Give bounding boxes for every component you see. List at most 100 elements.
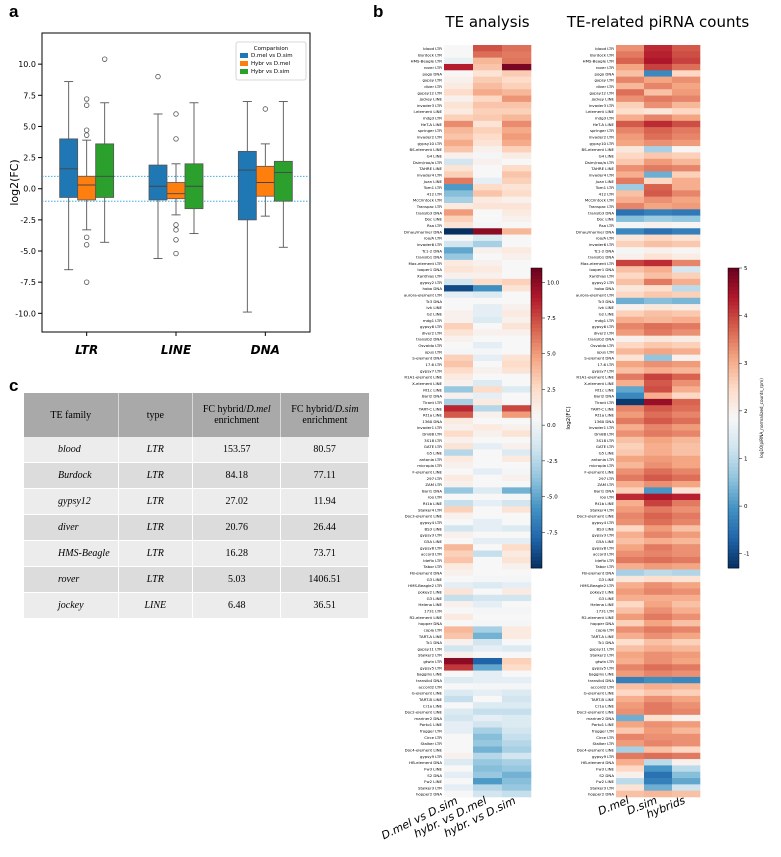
heatmap-cell	[616, 443, 645, 450]
row-label: G3 LINE	[599, 596, 615, 601]
row-label: 3S18 LTR	[424, 438, 442, 443]
row-label: opus LTR	[425, 349, 443, 354]
heatmap-cell	[644, 721, 673, 728]
heatmap-cell	[644, 765, 673, 773]
colorbar-segment	[728, 301, 739, 306]
heatmap-cell	[616, 95, 645, 103]
heatmap-cell	[616, 278, 645, 286]
row-label: G5A LINE	[424, 539, 443, 544]
table-row: Burdock LTR 84.18 77.11	[24, 462, 369, 489]
heatmap-cell	[444, 120, 474, 128]
colorbar-segment	[531, 298, 542, 303]
row-label: copia LTR	[424, 627, 443, 632]
heatmap-cell	[444, 588, 474, 596]
heatmap-cell	[616, 171, 645, 179]
heatmap-cell	[502, 683, 532, 690]
heatmap-cell	[644, 76, 673, 84]
colorbar-segment	[728, 526, 739, 531]
outlier-point	[83, 102, 90, 108]
heatmap-cell	[444, 259, 474, 267]
heatmap-cell	[502, 449, 532, 457]
row-label: Bari1 DNA	[422, 488, 442, 493]
heatmap-cell	[616, 127, 645, 134]
heatmap-cell	[644, 582, 673, 589]
colorbar-segment	[728, 485, 739, 490]
heatmap-cell	[672, 120, 701, 128]
row-label: HeT-A LINE	[421, 122, 443, 127]
row-label: BS-element LINE	[410, 147, 443, 152]
row-label: gypsy10 LTR	[418, 141, 443, 146]
colorbar-segment	[728, 478, 739, 483]
colorbar-segment	[531, 391, 542, 396]
heatmap-cell	[444, 411, 474, 419]
heatmap-cell	[473, 765, 503, 773]
heatmap-title: TE-related piRNA counts	[566, 13, 750, 31]
x-tick-label: LINE	[161, 343, 192, 357]
heatmap-cell	[502, 733, 532, 741]
colorbar-segment	[531, 444, 542, 449]
outlier-point	[83, 242, 90, 248]
cell-fc-dmel: 20.76	[192, 514, 282, 541]
heatmap-cell	[644, 297, 673, 305]
heatmap-cell	[616, 335, 645, 343]
heatmap-cell	[444, 487, 474, 494]
row-label: HeT-A LINE	[593, 122, 615, 127]
heatmap-cell	[672, 146, 701, 153]
colorbar-label: log2(FC)	[566, 406, 572, 429]
heatmap-cell	[444, 601, 474, 608]
heatmap-cell	[672, 575, 701, 583]
colorbar-segment	[531, 504, 542, 509]
row-label: Tom1 LTR	[423, 185, 443, 190]
heatmap-cell	[672, 499, 701, 507]
colorbar-segment	[728, 365, 739, 370]
heatmap-cell	[473, 455, 503, 463]
colorbar-segment	[728, 343, 739, 348]
heatmap-cell	[444, 765, 474, 773]
heatmap-cell	[616, 506, 645, 513]
colorbar-segment	[531, 481, 542, 486]
colorbar-segment	[531, 538, 542, 543]
colorbar-segment	[728, 369, 739, 374]
heatmap-cell	[644, 108, 673, 115]
row-label: transib2 DNA	[416, 337, 442, 342]
row-label: Doc2-element LINE	[577, 710, 615, 715]
colorbar-segment	[531, 301, 542, 306]
heatmap-cell	[502, 695, 532, 703]
heatmap-cell	[444, 594, 474, 602]
heatmap-cell	[616, 721, 645, 728]
colorbar-segment	[531, 369, 542, 374]
heatmap-cell	[616, 139, 645, 147]
heatmap-cell	[672, 411, 701, 419]
colorbar-segment	[531, 399, 542, 404]
heatmap-cell	[473, 417, 503, 425]
heatmap-cell	[616, 405, 645, 412]
heatmap-cell	[616, 373, 645, 381]
colorbar-segment	[531, 365, 542, 370]
heatmap-cell	[672, 209, 701, 216]
heatmap-cell	[444, 664, 474, 671]
heatmap-cell	[473, 499, 503, 507]
heatmap-cell	[644, 253, 673, 261]
heatmap-cell	[672, 468, 701, 476]
row-label: Helena LINE	[590, 602, 614, 607]
heatmap-cell	[616, 582, 645, 589]
heatmap-cell	[644, 424, 673, 431]
colorbar-segment	[531, 294, 542, 299]
heatmap-cell	[672, 518, 701, 526]
row-label: X-element LINE	[412, 381, 442, 386]
heatmap-cell	[644, 607, 673, 615]
heatmap-cell	[644, 285, 673, 292]
colorbar-segment	[531, 515, 542, 520]
heatmap-cell	[502, 462, 532, 469]
heatmap-cell	[616, 360, 645, 368]
heatmap-cell	[672, 474, 701, 482]
heatmap-cell	[473, 601, 503, 608]
heatmap-cell	[473, 51, 503, 58]
row-label: gypsy12 LTR	[590, 90, 615, 95]
heatmap-cell	[644, 139, 673, 147]
heatmap-title: TE analysis	[444, 13, 529, 31]
heatmap-cell	[644, 82, 673, 90]
heatmap-cell	[502, 771, 532, 779]
heatmap-cell	[502, 171, 532, 179]
heatmap-cell	[473, 575, 503, 583]
